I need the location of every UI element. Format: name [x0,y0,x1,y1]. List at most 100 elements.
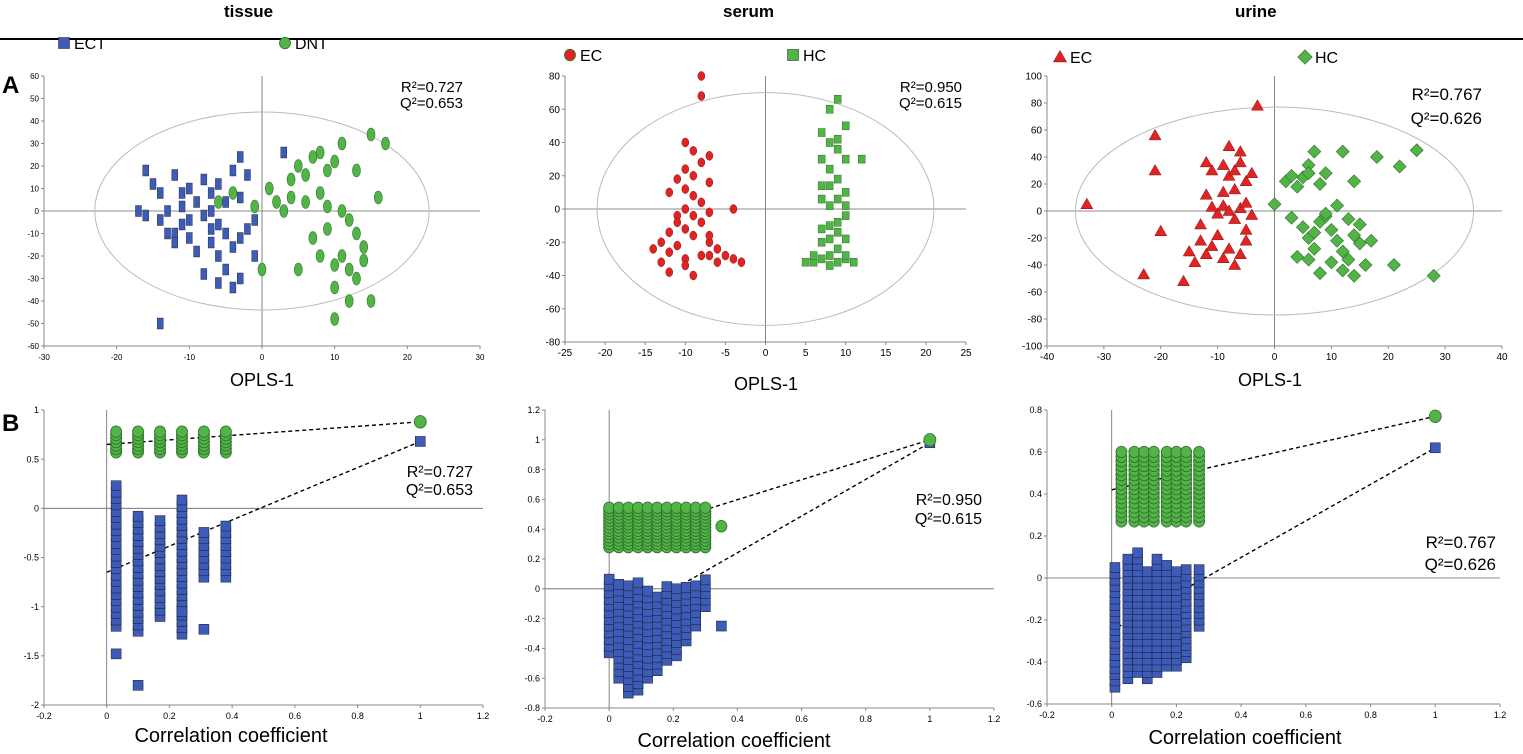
urine-scores-point-hc [1307,144,1322,159]
urine-scores-point-ec [1239,196,1253,208]
urine-scores-point-ec [1228,182,1242,195]
tissue-scores-point-dnt [279,204,289,218]
tissue-scores-point-dnt [308,150,318,164]
urine-scores-point-hc [1347,174,1362,189]
urine-perm-xtick-label: 0 [1109,710,1114,720]
tissue-scores-point-ect [178,200,186,213]
tissue-scores-point-ect [244,223,251,235]
tissue-perm-q2-point [110,480,122,491]
urine-perm-q2-point [1122,553,1134,565]
tissue-scores-point-ect [236,272,244,285]
serum-scores-point-ec [705,207,714,218]
serum-scores-ytick-label: 80 [549,72,561,83]
urine-scores-point-hc [1409,143,1424,158]
urine-scores-r2-label: R²=0.767 [1412,85,1482,104]
tissue-scores-point-dnt [315,249,325,263]
urine-scores-point-hc [1284,210,1299,225]
tissue-scores-point-ect [244,169,251,181]
urine-scores-xlabel: OPLS-1 [1238,370,1302,390]
urine-perm-ytick-label: 0 [1037,573,1042,583]
urine-perm-q2-point [1193,564,1205,575]
tissue-scores-point-ect [215,218,222,231]
serum-scores-point-hc [817,181,826,190]
tissue-scores-point-ect [215,277,222,289]
urine-scores-xtick-label: -40 [1040,352,1055,363]
serum-scores-point-hc [849,257,858,267]
urine-perm-xtick-label: 0.6 [1300,710,1313,720]
tissue-perm-q2-point [110,648,122,660]
urine-perm-xlabel: Correlation coefficient [1148,727,1342,749]
urine-scores-point-hc [1313,177,1327,191]
serum-perm-ytick-label: -0.8 [524,703,540,713]
serum-scores-ytick-label: -20 [546,238,561,249]
tissue-scores-point-ect [157,214,164,226]
urine-perm-r2-regression [1111,415,1436,491]
tissue-perm-r2-point-original [413,415,427,429]
tissue-perm-xtick-label: -0.2 [36,711,52,721]
urine-scores-point-ec [1148,128,1162,141]
serum-perm-q2-point [680,582,692,593]
urine-scores-point-ec [1216,158,1230,170]
tissue-perm-q2-regression [106,440,421,573]
column-header-urine: urine [1235,2,1277,21]
serum-scores-point-ec [665,227,674,238]
tissue-scores-point-ect [157,187,164,199]
serum-scores-point-ec [705,177,714,188]
serum-scores-point-hc [841,121,850,131]
tissue-scores-point-ect [207,187,215,199]
column-header-serum: serum [723,2,775,21]
tissue-perm-ytick-label: 1 [34,405,39,415]
urine-scores-point-hc [1296,220,1310,235]
serum-scores-legend-marker-ec [564,48,576,62]
serum-scores-point-hc [833,174,842,184]
serum-scores-point-ec [705,230,714,241]
tissue-scores-ytick-label: 50 [30,94,39,103]
urine-scores-point-ec [1228,163,1242,176]
tissue-scores-point-dnt [344,262,354,277]
tissue-scores-point-ect [215,250,222,262]
tissue-scores-point-ect [200,209,208,222]
tissue-scores-point-ect [251,214,258,226]
tissue-perm-q2-point [198,624,210,635]
tissue-scores-point-dnt [366,127,376,142]
serum-perm-r2-label: R²=0.950 [916,492,982,509]
serum-scores-point-ec [681,224,690,234]
urine-perm-r2-point [1115,445,1128,459]
urine-scores-point-ec [1205,163,1219,176]
serum-scores-xtick-label: 25 [960,348,972,359]
tissue-perm-ytick-label: 0 [34,503,39,513]
tissue-scores-point-dnt [330,312,339,326]
tissue-scores-point-ect [135,205,142,217]
urine-scores-point-hc [1352,217,1367,232]
tissue-perm-r2-label: R²=0.727 [407,464,473,481]
urine-scores-point-ec [1199,188,1213,200]
serum-scores-point-hc [825,138,834,147]
urine-scores-point-hc [1290,179,1305,194]
tissue-scores-point-dnt [352,163,361,178]
urine-perm-q2-point [1132,547,1143,559]
tissue-scores-xtick-label: -10 [184,353,196,362]
serum-scores-point-ec [721,250,730,261]
serum-perm-q2-point [623,580,634,592]
tissue-perm-q2-point [198,527,210,538]
serum-scores-point-ec [689,146,698,156]
tissue-scores-point-dnt [308,231,318,245]
serum-scores-point-hc [817,224,826,234]
tissue-scores-point-ect [207,236,215,249]
serum-scores-point-hc [841,201,850,210]
urine-scores-point-ec [1233,145,1247,157]
serum-perm-ytick-label: 0.8 [527,465,540,475]
tissue-scores-xtick-label: 10 [330,353,339,362]
tissue-scores-point-dnt [344,294,354,308]
tissue-scores-r2-label: R²=0.727 [401,79,463,96]
urine-scores-xtick-label: 20 [1383,352,1395,363]
serum-scores-point-ec [665,247,674,257]
serum-perm-q2-point [603,573,615,585]
tissue-scores-legend-label-ect: ECT [74,36,106,53]
urine-perm-xtick-label: 0.2 [1170,710,1183,720]
serum-scores-point-hc [809,251,818,260]
tissue-scores-point-dnt [323,222,332,236]
tissue-perm-r2-point [219,425,232,438]
urine-scores-point-hc [1358,258,1373,272]
urine-scores-point-ec [1148,163,1162,176]
